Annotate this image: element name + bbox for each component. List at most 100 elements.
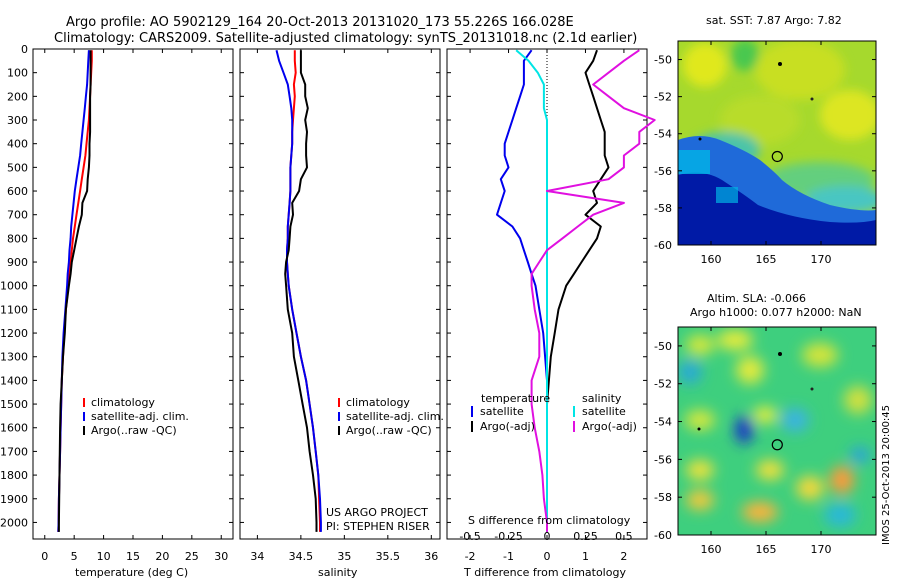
- legend-s-argo: Argo(-adj): [582, 420, 637, 433]
- sla-map-subtitle: Argo h1000: 0.077 h2000: NaN: [690, 306, 862, 319]
- temperature-tick-labels: 0 5 10 15 20 25 30: [33, 48, 233, 563]
- difference-panel: -2 -1 0 1 2 -0.5 -0.25 0 0.25 0.5 S difference f…: [446, 48, 656, 579]
- depth-tick-label: 800: [7, 232, 28, 245]
- legend-s-satellite: satellite: [582, 405, 626, 418]
- s-tick-label: 0.5: [615, 530, 633, 543]
- x-tick-label: 34: [250, 550, 264, 563]
- sst-lon-tick-labels: 160 165 170: [701, 41, 832, 266]
- x-tick-label: 20: [155, 550, 169, 563]
- series-line: [546, 49, 610, 532]
- depth-tick-label: 1600: [0, 422, 28, 435]
- t-difference-xlabel: T difference from climatology: [463, 566, 626, 579]
- island-dot: [698, 137, 702, 141]
- legend-temperature-header: temperature: [481, 392, 550, 405]
- salinity-axes-frame: [239, 48, 441, 540]
- temperature-xlabel: temperature (deg C): [75, 566, 188, 579]
- depth-tick-label: 1500: [0, 398, 28, 411]
- x-tick-label: 30: [214, 550, 228, 563]
- depth-tick-label: 500: [7, 161, 28, 174]
- temperature-legend: climatology satellite-adj. clim. Argo(..…: [83, 396, 189, 437]
- depth-tick-labels: 0 100 200 300 400 500 600 700 800 900 1000 1100 1200…: [0, 43, 28, 529]
- lat-tick-label: -58: [654, 202, 672, 215]
- x-tick-label: 2: [620, 550, 627, 563]
- series-line: [57, 50, 93, 532]
- x-tick-label: 0: [544, 550, 551, 563]
- depth-tick-label: 300: [7, 114, 28, 127]
- sst-field: [678, 41, 876, 245]
- lat-tick-label: -58: [654, 491, 672, 504]
- argo-position-marker: [771, 439, 783, 451]
- temperature-series: [57, 50, 93, 532]
- sla-map-frame: [677, 326, 877, 536]
- sla-lon-tick-labels: 160 165 170: [701, 327, 832, 556]
- argo-position-marker: [771, 150, 783, 163]
- sla-lat-tick-labels: -50 -52 -54 -56 -58 -60: [654, 340, 876, 542]
- sst-map: sat. SST: 7.87 Argo: 7.82 -50 -52: [654, 14, 877, 266]
- lon-tick-label: 165: [756, 543, 777, 556]
- lat-tick-label: -52: [654, 378, 672, 391]
- sst-lat-tick-labels: -50 -52 -54 -56 -58 -60: [654, 54, 876, 252]
- lat-tick-label: -54: [654, 128, 672, 141]
- lon-tick-label: 160: [701, 543, 722, 556]
- depth-tick-label: 1300: [0, 351, 28, 364]
- lat-tick-label: -60: [654, 239, 672, 252]
- island-dot: [778, 62, 782, 66]
- x-tick-label: 25: [185, 550, 199, 563]
- temperature-panel: 0100200300400500600700800900100011001200…: [0, 43, 234, 579]
- series-line: [57, 50, 90, 532]
- salinity-xlabel: salinity: [318, 566, 358, 579]
- s-difference-xlabel: S difference from climatology: [468, 514, 631, 527]
- legend-satellite: satellite-adj. clim.: [91, 410, 189, 423]
- sst-map-title: sat. SST: 7.87 Argo: 7.82: [706, 14, 842, 27]
- island-dot: [810, 387, 814, 391]
- t-difference-tick-labels: -2 -1 0 1 2: [447, 48, 647, 563]
- series-line: [275, 49, 322, 532]
- salinity-panel: 34 34.5 35 35.5 36 salinity climatology sate…: [239, 48, 444, 579]
- legend-argo: Argo(..raw -QC): [346, 424, 432, 437]
- s-tick-label: -0.5: [459, 530, 480, 543]
- x-tick-label: 0: [41, 550, 48, 563]
- temperature-axes-frame: [32, 48, 234, 540]
- salinity-tick-labels: 34 34.5 35 35.5 36: [240, 48, 440, 563]
- header-line-1: Argo profile: AO 5902129_164 20-Oct-2013…: [66, 15, 574, 30]
- island-dot: [697, 427, 701, 431]
- series-line: [284, 50, 318, 532]
- lat-tick-label: -54: [654, 416, 672, 429]
- x-tick-label: -2: [465, 550, 476, 563]
- series-line: [57, 50, 92, 532]
- depth-tick-label: 700: [7, 209, 28, 222]
- depth-tick-label: 2000: [0, 516, 28, 529]
- series-line: [515, 49, 548, 532]
- s-tick-label: 0: [544, 530, 551, 543]
- lat-tick-label: -60: [654, 529, 672, 542]
- sst-map-frame: [677, 40, 877, 246]
- depth-tick-label: 1200: [0, 327, 28, 340]
- depth-tick-label: 1700: [0, 445, 28, 458]
- lon-tick-label: 165: [756, 253, 777, 266]
- depth-tick-label: 400: [7, 138, 28, 151]
- x-tick-label: 34.5: [289, 550, 314, 563]
- x-tick-label: 5: [71, 550, 78, 563]
- x-tick-label: 35: [337, 550, 351, 563]
- x-tick-label: 15: [126, 550, 140, 563]
- x-tick-label: 36: [424, 550, 438, 563]
- lat-tick-label: -56: [654, 453, 672, 466]
- sla-side-label: IMOS 25-Oct-2013 20:00:45: [881, 405, 892, 545]
- legend-t-argo: Argo(-adj): [480, 420, 535, 433]
- depth-tick-label: 100: [7, 67, 28, 80]
- series-line: [530, 49, 656, 532]
- depth-tick-label: 600: [7, 185, 28, 198]
- sla-map: Altim. SLA: -0.066 Argo h1000: 0.077 h20…: [654, 292, 892, 556]
- header-line-2: Climatology: CARS2009. Satellite-adjuste…: [54, 31, 637, 46]
- lon-tick-label: 160: [701, 253, 722, 266]
- s-difference-tick-labels: -0.5 -0.25 0 0.25 0.5: [459, 530, 632, 543]
- legend-satellite: satellite-adj. clim.: [346, 410, 444, 423]
- x-tick-label: 1: [582, 550, 589, 563]
- lon-tick-label: 170: [811, 543, 832, 556]
- legend-climatology: climatology: [346, 396, 410, 409]
- difference-legend: temperature salinity satellite Argo(-adj…: [471, 392, 637, 433]
- depth-tick-label: 200: [7, 90, 28, 103]
- x-tick-label: 10: [97, 550, 111, 563]
- x-tick-label: 35.5: [376, 550, 401, 563]
